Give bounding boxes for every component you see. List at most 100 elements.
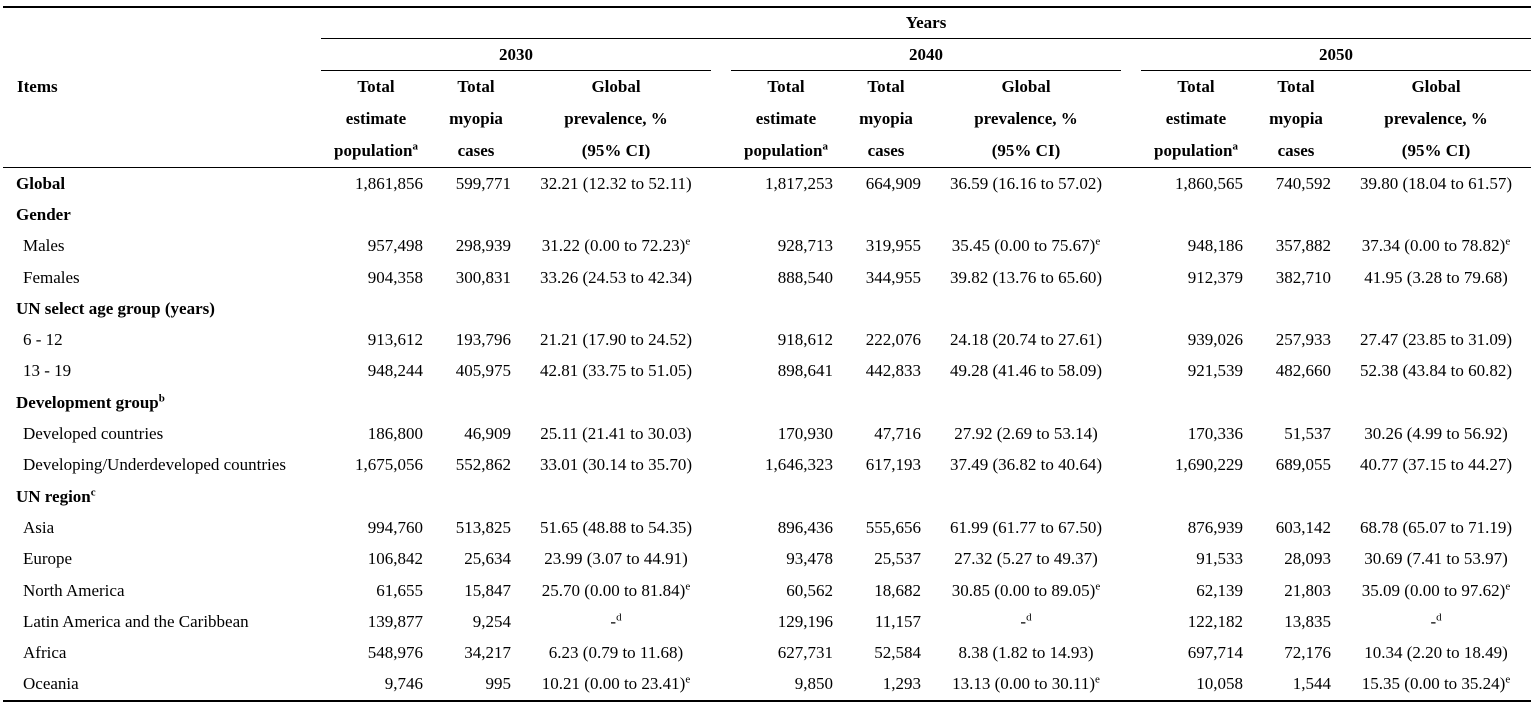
cell-global-prevalence: 33.26 (24.53 to 42.34): [539, 267, 693, 287]
column-gap: [711, 262, 731, 293]
cell-global-prevalence: 30.69 (7.41 to 53.97): [1364, 549, 1508, 569]
cell-global-prevalence: 39.82 (13.76 to 65.60): [949, 267, 1103, 287]
row-label: Development groupb: [16, 392, 165, 412]
column-header-global-prevalence-ci: Global prevalence, % (95% CI): [521, 70, 711, 168]
cell-total-myopia-cases: 1,293: [882, 674, 921, 694]
cell-total-estimate-population: 122,182: [1187, 611, 1243, 631]
cell-global-prevalence: 27.32 (5.27 to 49.37): [954, 549, 1098, 569]
row-label: UN select age group (years): [16, 298, 215, 318]
table-row: Developing/Underdeveloped countries 1,675…: [3, 450, 1531, 481]
cell-global-prevalence: 52.38 (43.84 to 60.82): [1360, 361, 1513, 381]
column-gap: [711, 39, 731, 71]
row-label: UN regionc: [16, 485, 96, 506]
cell-global-prevalence: 32.21 (12.32 to 52.11): [540, 173, 692, 193]
cell-total-myopia-cases: 664,909: [865, 173, 921, 193]
cell-total-myopia-cases: 405,975: [455, 361, 511, 381]
cell-total-myopia-cases: 995: [485, 674, 512, 694]
cell-global-prevalence: -d: [1430, 611, 1442, 631]
table-row: Males 957,498 298,939 31.22 (0.00 to 72.23)…: [3, 231, 1531, 262]
cell-global-prevalence: 8.38 (1.82 to 14.93): [958, 643, 1094, 663]
cell-total-myopia-cases: 222,076: [865, 330, 921, 350]
footnote-marker: a: [1232, 140, 1238, 153]
cell-global-prevalence: 36.59 (16.16 to 57.02): [949, 173, 1103, 193]
cell-total-myopia-cases: 13,835: [1284, 611, 1331, 631]
column-gap: [711, 168, 731, 200]
table-row: Females 904,358 300,831 33.26 (24.53 to 42.…: [3, 262, 1531, 293]
row-label: Asia: [23, 517, 55, 537]
column-gap: [1121, 669, 1141, 701]
column-header-total-estimate-population: Total estimate populationa: [731, 70, 841, 168]
cell-total-estimate-population: 129,196: [777, 611, 833, 631]
cell-global-prevalence: 37.49 (36.82 to 40.64): [949, 455, 1103, 475]
cell-total-myopia-cases: 18,682: [874, 580, 921, 600]
year-group-2030: 2030: [321, 38, 711, 71]
table-row: Asia 994,760 513,825 51.65 (48.88 to 54.35)…: [3, 512, 1531, 543]
cell-total-estimate-population: 627,731: [777, 643, 833, 663]
cell-total-estimate-population: 876,939: [1187, 517, 1243, 537]
cell-total-estimate-population: 888,540: [777, 267, 833, 287]
cell-total-estimate-population: 957,498: [367, 236, 423, 256]
cell-total-estimate-population: 106,842: [367, 549, 423, 569]
table-row: 6 - 12 913,612 193,796 21.21 (17.90 to 24.5…: [3, 324, 1531, 355]
footnote-marker: d: [616, 611, 622, 624]
table-row: Global 1,861,856 599,771 32.21 (12.32 to 52…: [3, 168, 1531, 200]
column-header-global-prevalence-ci: Global prevalence, % (95% CI): [1341, 70, 1532, 168]
column-gap: [711, 418, 731, 449]
cell-global-prevalence: 35.45 (0.00 to 75.67)e: [951, 235, 1101, 256]
footnote-marker: e: [1505, 235, 1511, 248]
footnote-marker: d: [1436, 611, 1442, 624]
row-label: Global: [16, 173, 66, 193]
cell-total-myopia-cases: 25,537: [874, 549, 921, 569]
column-gap: [711, 606, 731, 637]
cell-global-prevalence: 25.11 (21.41 to 30.03): [540, 424, 692, 444]
cell-total-estimate-population: 912,379: [1187, 267, 1243, 287]
cell-total-estimate-population: 994,760: [367, 517, 423, 537]
cell-total-estimate-population: 939,026: [1187, 330, 1243, 350]
cell-total-estimate-population: 61,655: [376, 580, 423, 600]
row-label: Developing/Underdeveloped countries: [23, 455, 286, 475]
column-header-total-myopia-cases: Total myopia cases: [431, 70, 521, 168]
footnote-marker: e: [685, 579, 691, 592]
column-gap: [1121, 324, 1141, 355]
cell-global-prevalence: 27.47 (23.85 to 31.09): [1360, 330, 1513, 350]
column-gap: [711, 669, 731, 701]
cell-total-estimate-population: 10,058: [1196, 674, 1243, 694]
column-header-total-myopia-cases: Total myopia cases: [1251, 70, 1341, 168]
column-gap: [711, 231, 731, 262]
cell-global-prevalence: 25.70 (0.00 to 81.84)e: [541, 579, 691, 600]
footnote-marker: a: [412, 140, 418, 153]
cell-total-estimate-population: 1,675,056: [355, 455, 423, 475]
column-gap: [711, 356, 731, 387]
cell-total-estimate-population: 60,562: [786, 580, 833, 600]
cell-total-estimate-population: 1,860,565: [1175, 173, 1243, 193]
cell-total-myopia-cases: 603,142: [1275, 517, 1331, 537]
row-label: Europe: [23, 549, 73, 569]
column-gap: [1121, 39, 1141, 71]
items-column-spacer: [3, 7, 321, 39]
cell-total-myopia-cases: 52,584: [874, 643, 921, 663]
cell-global-prevalence: 37.34 (0.00 to 78.82)e: [1361, 235, 1511, 256]
column-gap: [1121, 512, 1141, 543]
cell-global-prevalence: 49.28 (41.46 to 58.09): [949, 361, 1103, 381]
row-label: Africa: [23, 643, 67, 663]
row-label: Latin America and the Caribbean: [23, 611, 249, 631]
cell-total-estimate-population: 93,478: [786, 549, 833, 569]
cell-total-myopia-cases: 555,656: [865, 517, 921, 537]
cell-total-myopia-cases: 442,833: [865, 361, 921, 381]
column-gap: [1121, 637, 1141, 668]
footnote-marker: e: [685, 673, 691, 686]
footnote-marker: e: [1095, 673, 1100, 686]
cell-global-prevalence: 15.35 (0.00 to 35.24)e: [1361, 673, 1511, 694]
cell-total-estimate-population: 904,358: [367, 267, 423, 287]
footnote-marker: c: [90, 485, 96, 498]
cell-global-prevalence: 6.23 (0.79 to 11.68): [548, 643, 684, 663]
cell-total-myopia-cases: 298,939: [455, 236, 511, 256]
table-row: Europe 106,842 25,634 23.99 (3.07 to 44.91)…: [3, 544, 1531, 575]
cell-total-myopia-cases: 15,847: [464, 580, 511, 600]
cell-total-myopia-cases: 257,933: [1275, 330, 1331, 350]
table-body: Global 1,861,856 599,771 32.21 (12.32 to 52…: [3, 168, 1531, 702]
cell-global-prevalence: 10.21 (0.00 to 23.41)e: [541, 673, 691, 694]
cell-global-prevalence: 42.81 (33.75 to 51.05): [539, 361, 693, 381]
table-row: Latin America and the Caribbean 139,877 9,…: [3, 606, 1531, 637]
